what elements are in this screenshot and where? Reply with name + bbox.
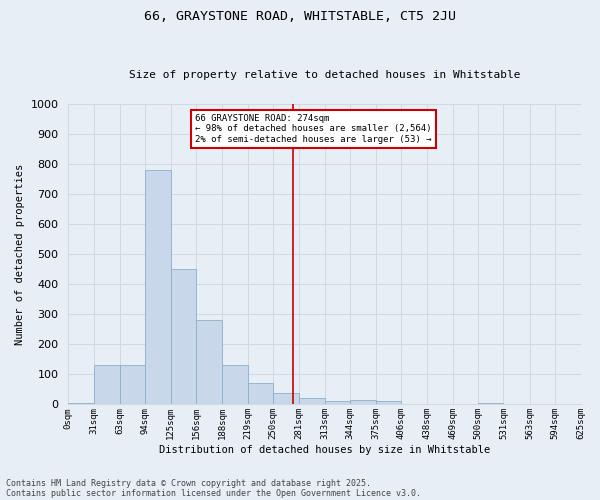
Bar — [478, 403, 503, 404]
Text: 66, GRAYSTONE ROAD, WHITSTABLE, CT5 2JU: 66, GRAYSTONE ROAD, WHITSTABLE, CT5 2JU — [144, 10, 456, 23]
Bar — [273, 393, 299, 404]
X-axis label: Distribution of detached houses by size in Whitstable: Distribution of detached houses by size … — [159, 445, 490, 455]
Bar — [68, 403, 94, 404]
Bar — [376, 401, 401, 404]
Y-axis label: Number of detached properties: Number of detached properties — [15, 164, 25, 344]
Bar — [248, 384, 273, 404]
Bar — [325, 401, 350, 404]
Bar — [299, 398, 325, 404]
Bar — [94, 366, 120, 405]
Bar — [223, 366, 248, 405]
Text: 66 GRAYSTONE ROAD: 274sqm
← 98% of detached houses are smaller (2,564)
2% of sem: 66 GRAYSTONE ROAD: 274sqm ← 98% of detac… — [196, 114, 432, 144]
Text: Contains public sector information licensed under the Open Government Licence v3: Contains public sector information licen… — [6, 488, 421, 498]
Bar — [120, 366, 145, 405]
Bar — [171, 269, 196, 404]
Title: Size of property relative to detached houses in Whitstable: Size of property relative to detached ho… — [128, 70, 520, 81]
Bar — [145, 170, 171, 404]
Bar — [196, 320, 223, 404]
Bar — [350, 400, 376, 404]
Text: Contains HM Land Registry data © Crown copyright and database right 2025.: Contains HM Land Registry data © Crown c… — [6, 478, 371, 488]
